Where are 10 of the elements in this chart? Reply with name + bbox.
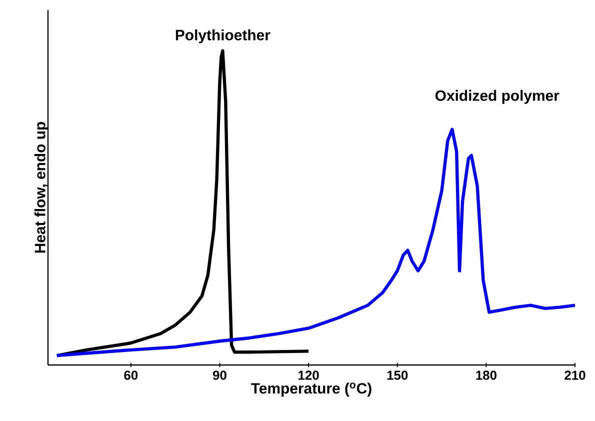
series-label: Polythioether [176,29,270,44]
x-axis-title: Temperature ($^{o}$C) [251,382,372,397]
x-tick-label: 180 [476,370,496,380]
y-axis-title: Heat flow, endo up [34,122,48,253]
x-tick-label: 210 [564,370,586,380]
x-tick-label: 90 [212,370,226,380]
x-tick-label: 60 [124,370,138,380]
text: Oxidized polymer [435,90,560,104]
x-tick-label: 120 [298,370,319,380]
x-tick-label: 150 [387,370,408,380]
